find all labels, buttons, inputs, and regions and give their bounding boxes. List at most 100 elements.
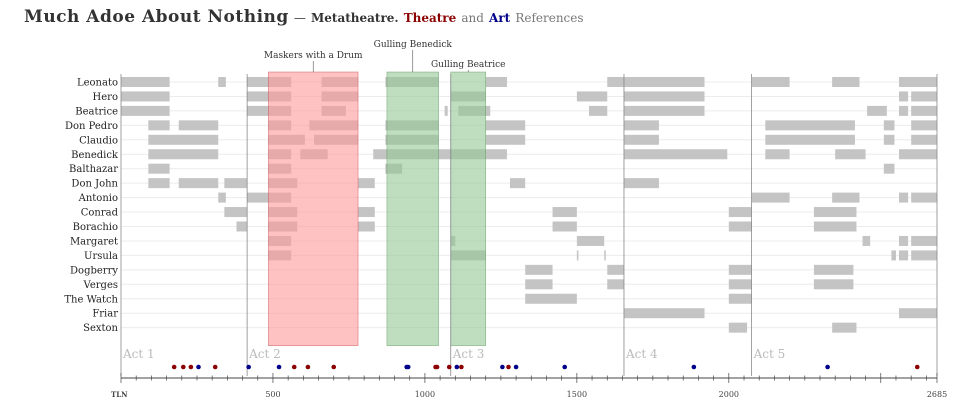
presence-bar	[899, 192, 909, 203]
act-label: Act 2	[248, 347, 281, 361]
presence-bar	[121, 77, 170, 87]
presence-bar	[751, 77, 790, 87]
presence-bar	[813, 279, 854, 290]
presence-bar	[623, 149, 728, 160]
presence-bar	[623, 134, 659, 145]
presence-bar	[765, 120, 855, 131]
character-label: Balthazar	[69, 164, 118, 175]
presence-bar	[218, 77, 226, 87]
presence-bar	[148, 134, 219, 145]
chart-title: Much Adoe About Nothing — Metatheatre. T…	[24, 7, 584, 27]
presence-bar	[813, 264, 854, 275]
character-label: Margaret	[70, 236, 118, 247]
character-label: Beatrice	[75, 106, 118, 117]
x-tick-label: 1000	[415, 390, 435, 399]
presence-bar	[832, 192, 860, 203]
character-label: Benedick	[71, 150, 119, 161]
presence-bar	[552, 207, 577, 218]
presence-bar	[899, 235, 909, 246]
presence-bar	[883, 163, 895, 174]
reference-dot-art	[691, 364, 697, 370]
presence-bar	[728, 279, 752, 290]
presence-bar	[832, 322, 857, 333]
presence-bar	[911, 250, 937, 261]
reference-dot-theatre	[188, 364, 194, 370]
presence-bar	[623, 308, 705, 319]
presence-bar	[899, 91, 909, 102]
presence-bar	[224, 178, 248, 189]
reference-dot-theatre	[212, 364, 218, 370]
presence-bar	[899, 250, 909, 261]
reference-dot-art	[513, 364, 519, 370]
legend-theatre: Theatre	[403, 11, 457, 25]
presence-bar	[607, 264, 624, 275]
presence-bar	[891, 250, 896, 261]
presence-bar	[832, 77, 860, 87]
character-label: Don Pedro	[65, 121, 118, 132]
presence-bar	[358, 178, 375, 189]
presence-bar	[728, 221, 752, 232]
presence-bar	[751, 192, 790, 203]
presence-bar	[485, 77, 507, 87]
presence-bar	[358, 221, 375, 232]
presence-bar	[607, 279, 624, 290]
presence-bar	[623, 77, 705, 87]
character-label: Verges	[83, 280, 118, 291]
presence-bar	[148, 163, 170, 174]
title-references: References	[515, 11, 584, 25]
x-tick-label: 2000	[719, 390, 739, 399]
reference-dot-theatre	[506, 364, 511, 370]
presence-bar	[765, 149, 790, 160]
presence-bar	[525, 264, 553, 275]
presence-bar	[623, 178, 659, 189]
reference-dot-theatre	[331, 364, 337, 370]
presence-bar	[911, 235, 937, 246]
presence-bar	[623, 91, 705, 102]
presence-bar	[835, 149, 866, 160]
presence-bar	[765, 134, 855, 145]
presence-bar	[510, 178, 526, 189]
presence-bar	[728, 207, 752, 218]
presence-bar	[911, 120, 937, 131]
x-tick-label: 500	[265, 390, 280, 399]
reference-dot-theatre	[914, 364, 920, 370]
presence-bar	[148, 149, 219, 160]
presence-bar	[607, 77, 624, 87]
reference-dot-art	[562, 364, 568, 370]
play-title: Much Adoe About Nothing	[24, 7, 289, 27]
character-label: Don John	[71, 179, 118, 190]
presence-bar	[867, 105, 887, 116]
presence-bar	[911, 134, 937, 145]
reference-dot-art	[825, 364, 830, 370]
presence-bar	[121, 105, 170, 116]
reference-dot-art	[196, 364, 201, 370]
presence-bar	[218, 192, 226, 203]
presence-bar	[623, 120, 659, 131]
presence-bar	[728, 322, 748, 333]
presence-bar	[485, 149, 507, 160]
presence-bar	[911, 192, 937, 203]
x-axis-label: TLN	[111, 390, 128, 399]
character-label: Friar	[92, 309, 118, 320]
act-label: Act 4	[625, 347, 658, 361]
presence-bar	[485, 120, 526, 131]
character-label: Leonato	[77, 78, 118, 89]
character-label: Ursula	[84, 251, 118, 262]
highlight-label: Gulling Beatrice	[431, 60, 506, 70]
title-dash: —	[293, 11, 306, 25]
highlight-gulling	[386, 71, 439, 346]
presence-bar	[552, 221, 577, 232]
presence-bar	[899, 308, 937, 319]
presence-bar	[121, 91, 170, 102]
presence-bar	[148, 120, 170, 131]
presence-bar	[444, 105, 448, 116]
character-label: Claudio	[79, 135, 118, 146]
presence-bar	[178, 178, 219, 189]
reference-dot-theatre	[171, 364, 177, 370]
presence-bar	[883, 120, 895, 131]
presence-bar	[899, 77, 937, 87]
reference-dot-art	[500, 364, 505, 370]
x-tick-label: 2685	[927, 390, 947, 399]
legend-art: Art	[489, 11, 511, 25]
character-label: Conrad	[81, 208, 119, 219]
